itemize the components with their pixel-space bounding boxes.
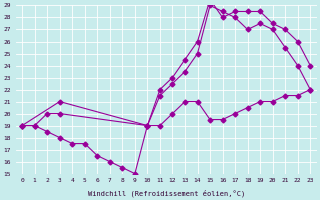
X-axis label: Windchill (Refroidissement éolien,°C): Windchill (Refroidissement éolien,°C)	[88, 189, 245, 197]
